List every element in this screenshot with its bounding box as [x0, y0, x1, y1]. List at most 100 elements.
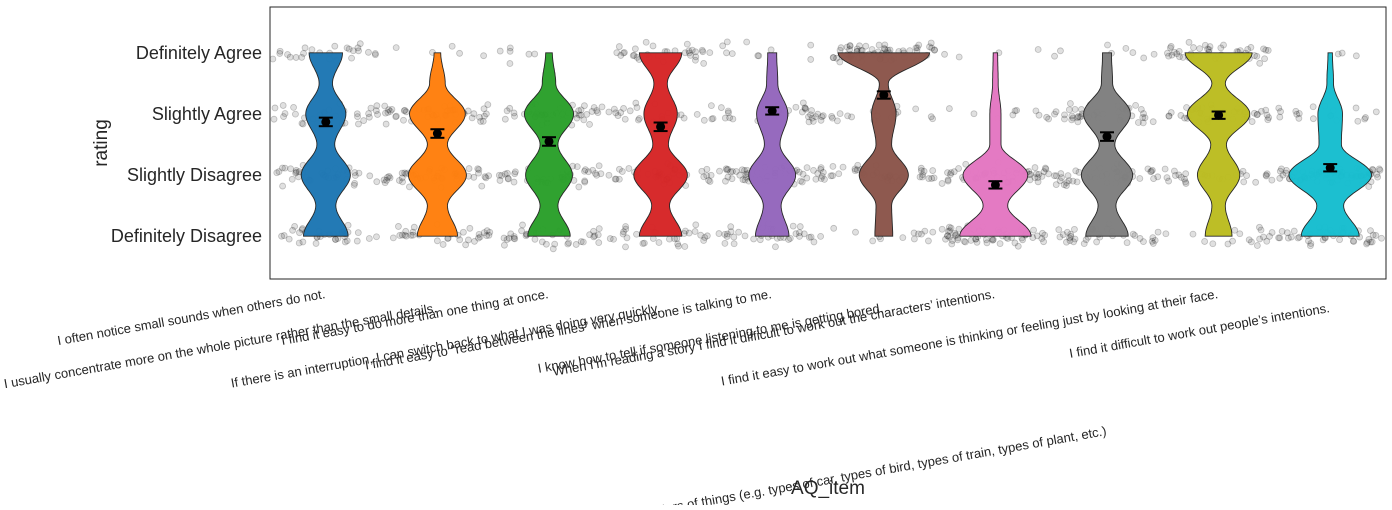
jitter-point: [1185, 38, 1193, 46]
jitter-point: [1283, 229, 1291, 237]
jitter-point: [741, 167, 748, 174]
jitter-point: [1260, 233, 1267, 241]
mean-point: [879, 90, 889, 100]
jitter-point: [851, 167, 859, 175]
jitter-point: [812, 175, 820, 183]
jitter-point: [1066, 234, 1073, 242]
jitter-point: [928, 44, 936, 52]
violin: [633, 52, 688, 237]
jitter-point: [549, 245, 557, 253]
jitter-point: [899, 234, 907, 242]
jitter-point: [952, 231, 960, 239]
jitter-point: [573, 163, 581, 171]
jitter-point: [853, 45, 861, 53]
mean-point: [1325, 163, 1335, 173]
jitter-point: [380, 176, 388, 184]
jitter-point: [295, 173, 302, 181]
jitter-point: [1070, 238, 1077, 246]
jitter-point: [1253, 242, 1261, 249]
jitter-point: [1031, 164, 1039, 171]
jitter-point: [717, 104, 725, 111]
jitter-point: [1076, 113, 1084, 121]
jitter-point: [729, 167, 736, 175]
jitter-point: [836, 110, 844, 118]
jitter-point: [755, 52, 763, 60]
jitter-point: [920, 167, 928, 175]
jitter-point: [944, 232, 951, 240]
jitter-point: [512, 168, 519, 176]
jitter-point: [1262, 171, 1270, 179]
jitter-point: [697, 231, 705, 239]
jitter-point: [594, 109, 602, 116]
jitter-point: [511, 170, 519, 178]
jitter-point: [367, 104, 375, 112]
jitter-point: [1148, 167, 1155, 175]
jitter-point: [945, 105, 953, 112]
jitter-point: [1072, 167, 1080, 175]
jitter-point: [292, 167, 300, 174]
jitter-point: [927, 39, 935, 47]
jitter-point: [724, 107, 732, 115]
jitter-point: [735, 228, 743, 236]
jitter-point: [632, 99, 640, 107]
jitter-point: [477, 118, 485, 125]
jitter-point: [685, 47, 693, 55]
jitter-point: [510, 233, 518, 240]
jitter-point: [389, 234, 397, 242]
jitter-point: [792, 230, 800, 238]
jitter-point: [947, 171, 954, 178]
jitter-point: [371, 50, 379, 57]
jitter-point: [354, 229, 362, 237]
jitter-point: [1372, 108, 1380, 116]
jitter-point: [1307, 242, 1314, 250]
jitter-point: [1041, 164, 1049, 172]
jitter-point: [810, 166, 817, 174]
jitter-point: [350, 181, 358, 189]
jitter-point: [698, 46, 706, 54]
jitter-point: [506, 47, 514, 55]
jitter-point: [622, 243, 629, 251]
jitter-point: [1131, 232, 1139, 239]
jitter-point: [989, 236, 997, 244]
jitter-point: [942, 235, 949, 243]
jitter-point: [531, 235, 539, 243]
jitter-point: [1265, 114, 1273, 121]
jitter-point: [278, 232, 286, 240]
jitter-point: [962, 160, 970, 168]
jitter-point: [1245, 236, 1253, 244]
jitter-point: [1074, 114, 1081, 122]
jitter-point: [580, 116, 588, 124]
jitter-point: [1243, 172, 1251, 179]
jitter-point: [1224, 240, 1232, 248]
jitter-point: [507, 230, 515, 238]
jitter-point: [809, 117, 817, 125]
jitter-point: [796, 223, 804, 230]
jitter-point: [1362, 114, 1369, 121]
jitter-point: [496, 47, 504, 55]
jitter-point: [1150, 175, 1157, 182]
jitter-point: [723, 38, 731, 46]
jitter-point: [1182, 180, 1190, 187]
jitter-point: [723, 233, 731, 240]
jitter-point: [398, 231, 406, 239]
jitter-point: [828, 113, 836, 120]
jitter-point: [736, 171, 744, 179]
jitter-point: [510, 234, 518, 242]
jitter-point: [271, 104, 279, 112]
jitter-point: [395, 223, 402, 230]
jitter-point: [1263, 170, 1271, 178]
jitter-point: [1140, 110, 1147, 117]
jitter-point: [386, 107, 394, 115]
jitter-point: [465, 165, 473, 172]
jitter-point: [1161, 165, 1169, 173]
jitter-point: [1166, 44, 1174, 52]
jitter-point: [1352, 104, 1360, 112]
jitter-point: [1182, 178, 1189, 186]
jitter-point: [581, 178, 589, 186]
jitter-point: [365, 235, 373, 242]
jitter-point: [1236, 230, 1244, 238]
jitter-point: [1066, 237, 1074, 244]
jitter-point: [618, 168, 626, 175]
jitter-point: [1250, 109, 1258, 117]
jitter-point: [360, 117, 368, 124]
